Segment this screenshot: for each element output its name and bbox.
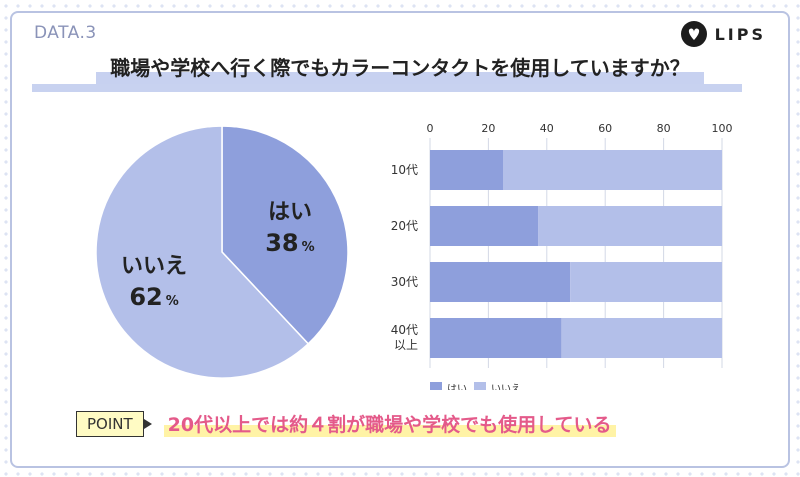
legend-swatch bbox=[430, 382, 442, 390]
legend-label: いいえ bbox=[491, 383, 521, 390]
brand-logo: LIPS bbox=[680, 21, 766, 47]
x-tick-label: 100 bbox=[712, 122, 733, 135]
point-text: 20代以上では約４割が職場や学校でも使用している bbox=[163, 410, 616, 437]
data-label: DATA.3 bbox=[34, 23, 97, 43]
point-callout: POINT 20代以上では約４割が職場や学校でも使用している bbox=[76, 410, 616, 437]
bar-yes bbox=[430, 150, 503, 190]
x-tick-label: 0 bbox=[427, 122, 434, 135]
x-tick-label: 80 bbox=[657, 122, 671, 135]
x-tick-label: 60 bbox=[598, 122, 612, 135]
bar-yes bbox=[430, 262, 571, 302]
bar-no bbox=[570, 262, 722, 302]
bar-no bbox=[538, 206, 722, 246]
bar-no bbox=[561, 318, 722, 358]
category-label: 40代 bbox=[391, 323, 418, 337]
point-tag: POINT bbox=[76, 410, 152, 437]
lips-logo-icon bbox=[680, 21, 707, 47]
category-label: 30代 bbox=[391, 275, 418, 289]
category-label: 10代 bbox=[391, 163, 418, 177]
x-tick-label: 20 bbox=[481, 122, 495, 135]
category-label: 以上 bbox=[394, 338, 418, 352]
x-tick-label: 40 bbox=[540, 122, 554, 135]
legend-label: はい bbox=[447, 383, 467, 390]
survey-question: 職場や学校へ行く際でもカラーコンタクトを使用していますか？ bbox=[96, 52, 704, 84]
category-label: 20代 bbox=[391, 219, 418, 233]
bar-yes bbox=[430, 318, 562, 358]
bar-yes bbox=[430, 206, 539, 246]
legend-swatch bbox=[474, 382, 486, 390]
brand-name: LIPS bbox=[714, 24, 766, 44]
bar-no bbox=[503, 150, 722, 190]
pie-slice-no bbox=[95, 125, 310, 379]
question-underline bbox=[32, 84, 742, 92]
pie-label: いいえ bbox=[121, 254, 187, 279]
pie-label: はい bbox=[268, 200, 312, 225]
pie-slice-yes bbox=[221, 125, 349, 345]
